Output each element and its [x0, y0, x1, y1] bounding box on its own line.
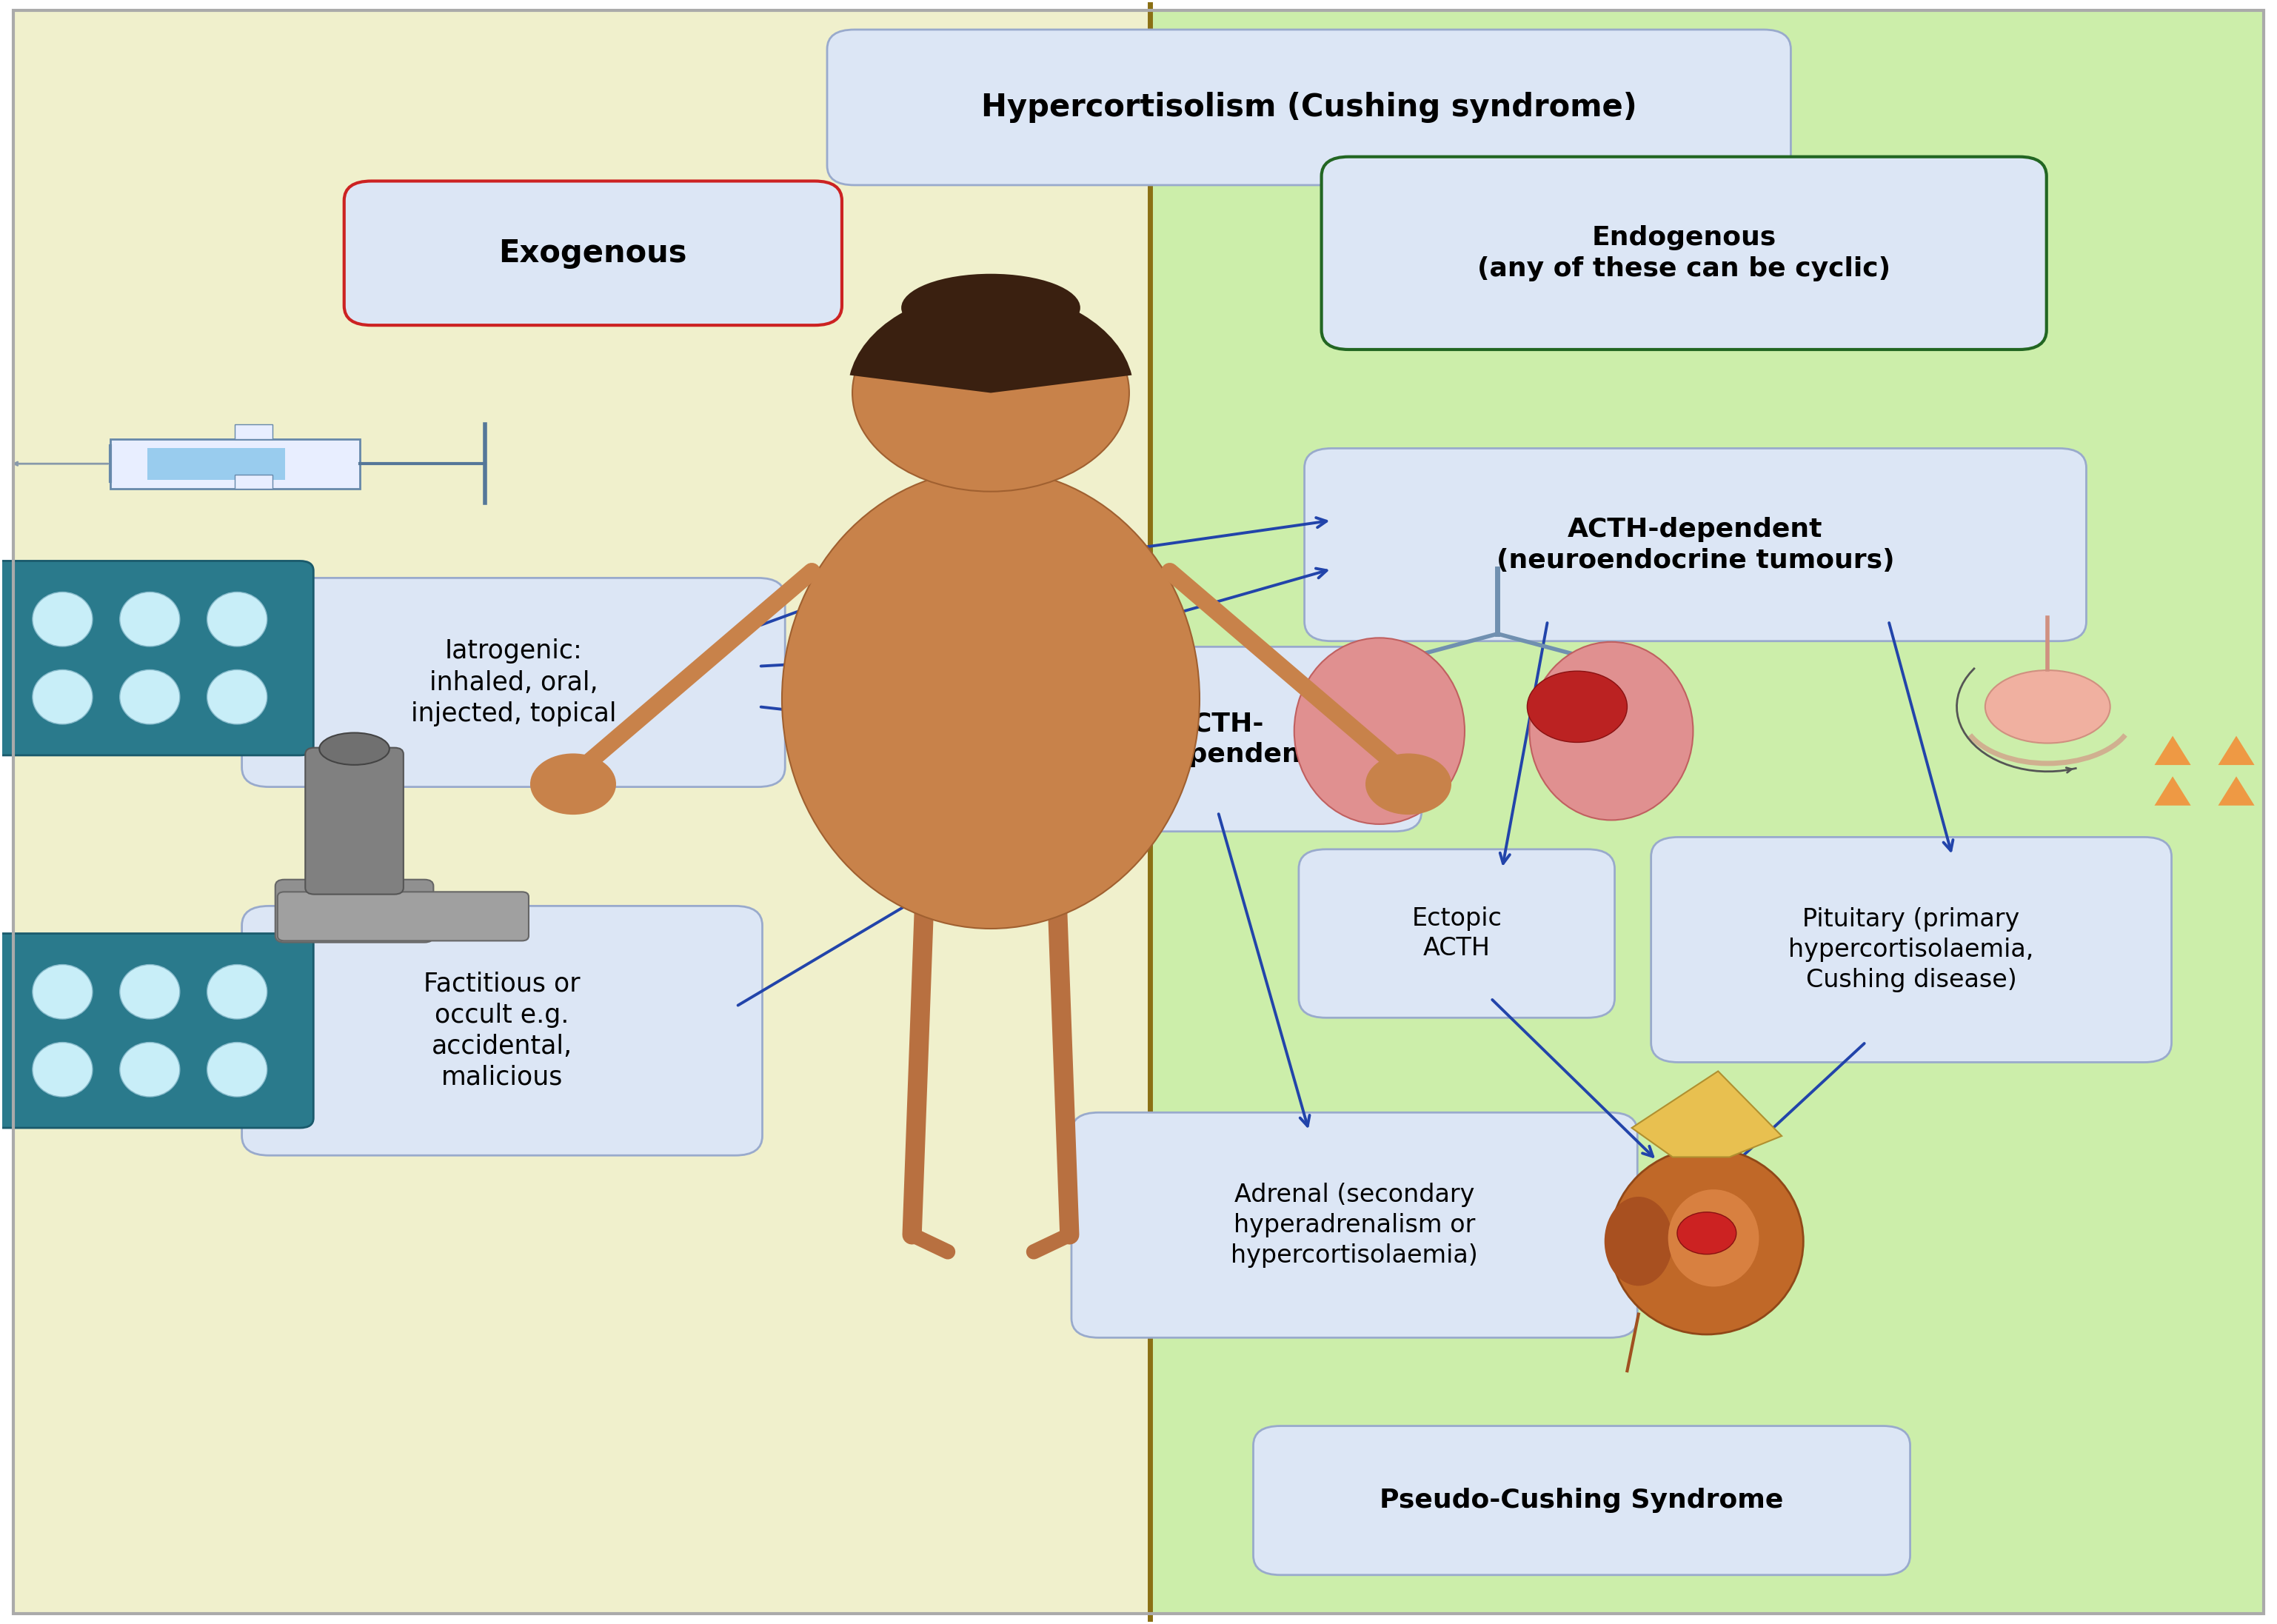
- Text: ACTH-dependent
(neuroendocrine tumours): ACTH-dependent (neuroendocrine tumours): [1496, 516, 1894, 573]
- Ellipse shape: [1605, 1197, 1674, 1286]
- Ellipse shape: [32, 965, 93, 1018]
- Circle shape: [1528, 671, 1628, 742]
- Ellipse shape: [32, 593, 93, 646]
- Ellipse shape: [121, 1043, 180, 1096]
- FancyBboxPatch shape: [1651, 836, 2172, 1062]
- FancyBboxPatch shape: [148, 448, 285, 479]
- Circle shape: [1678, 1212, 1737, 1254]
- Ellipse shape: [121, 965, 180, 1018]
- Text: Iatrogenic:
inhaled, oral,
injected, topical: Iatrogenic: inhaled, oral, injected, top…: [410, 638, 617, 726]
- FancyBboxPatch shape: [1321, 158, 2047, 349]
- FancyBboxPatch shape: [1072, 1112, 1637, 1338]
- FancyBboxPatch shape: [235, 474, 273, 489]
- Polygon shape: [2154, 736, 2190, 765]
- FancyBboxPatch shape: [1252, 1426, 1910, 1575]
- Polygon shape: [2218, 776, 2254, 806]
- FancyBboxPatch shape: [109, 438, 360, 489]
- FancyBboxPatch shape: [1016, 646, 1421, 831]
- Ellipse shape: [902, 274, 1079, 341]
- FancyBboxPatch shape: [344, 180, 842, 325]
- Ellipse shape: [32, 1043, 93, 1096]
- Text: Pseudo-Cushing Syndrome: Pseudo-Cushing Syndrome: [1380, 1488, 1783, 1514]
- FancyBboxPatch shape: [1150, 10, 2263, 1614]
- Text: Factitious or
occult e.g.
accidental,
malicious: Factitious or occult e.g. accidental, ma…: [424, 971, 581, 1090]
- Circle shape: [531, 754, 617, 815]
- Ellipse shape: [32, 669, 93, 724]
- Ellipse shape: [121, 593, 180, 646]
- FancyBboxPatch shape: [14, 10, 1150, 1614]
- FancyBboxPatch shape: [278, 892, 528, 940]
- FancyBboxPatch shape: [0, 560, 314, 755]
- FancyBboxPatch shape: [1298, 849, 1614, 1018]
- Ellipse shape: [1293, 638, 1464, 823]
- Circle shape: [1366, 754, 1450, 815]
- Text: Endogenous
(any of these can be cyclic): Endogenous (any of these can be cyclic): [1478, 226, 1890, 281]
- FancyBboxPatch shape: [0, 934, 314, 1129]
- FancyBboxPatch shape: [276, 880, 433, 942]
- FancyBboxPatch shape: [1305, 448, 2086, 641]
- Ellipse shape: [207, 593, 266, 646]
- Text: Adrenal (secondary
hyperadrenalism or
hypercortisolaemia): Adrenal (secondary hyperadrenalism or hy…: [1232, 1182, 1478, 1267]
- Ellipse shape: [207, 965, 266, 1018]
- Wedge shape: [849, 291, 1132, 393]
- Text: Exogenous: Exogenous: [499, 237, 688, 268]
- Ellipse shape: [1986, 671, 2111, 744]
- Text: Pituitary (primary
hypercortisolaemia,
Cushing disease): Pituitary (primary hypercortisolaemia, C…: [1790, 908, 2033, 992]
- FancyBboxPatch shape: [827, 29, 1790, 185]
- Polygon shape: [2218, 736, 2254, 765]
- Ellipse shape: [1669, 1189, 1760, 1286]
- FancyBboxPatch shape: [241, 906, 763, 1155]
- Circle shape: [852, 294, 1129, 492]
- FancyBboxPatch shape: [241, 578, 786, 788]
- Ellipse shape: [781, 469, 1200, 929]
- Text: Hypercortisolism (Cushing syndrome): Hypercortisolism (Cushing syndrome): [981, 93, 1637, 123]
- Ellipse shape: [1530, 641, 1694, 820]
- Ellipse shape: [207, 1043, 266, 1096]
- Ellipse shape: [319, 732, 389, 765]
- Ellipse shape: [121, 669, 180, 724]
- Ellipse shape: [207, 669, 266, 724]
- FancyBboxPatch shape: [305, 747, 403, 895]
- Text: Ectopic
ACTH: Ectopic ACTH: [1412, 906, 1503, 961]
- Polygon shape: [1633, 1072, 1781, 1156]
- Polygon shape: [2154, 776, 2190, 806]
- Text: ACTH-
independent: ACTH- independent: [1123, 711, 1314, 767]
- FancyBboxPatch shape: [235, 424, 273, 438]
- Ellipse shape: [1610, 1148, 1803, 1335]
- FancyBboxPatch shape: [934, 440, 1047, 515]
